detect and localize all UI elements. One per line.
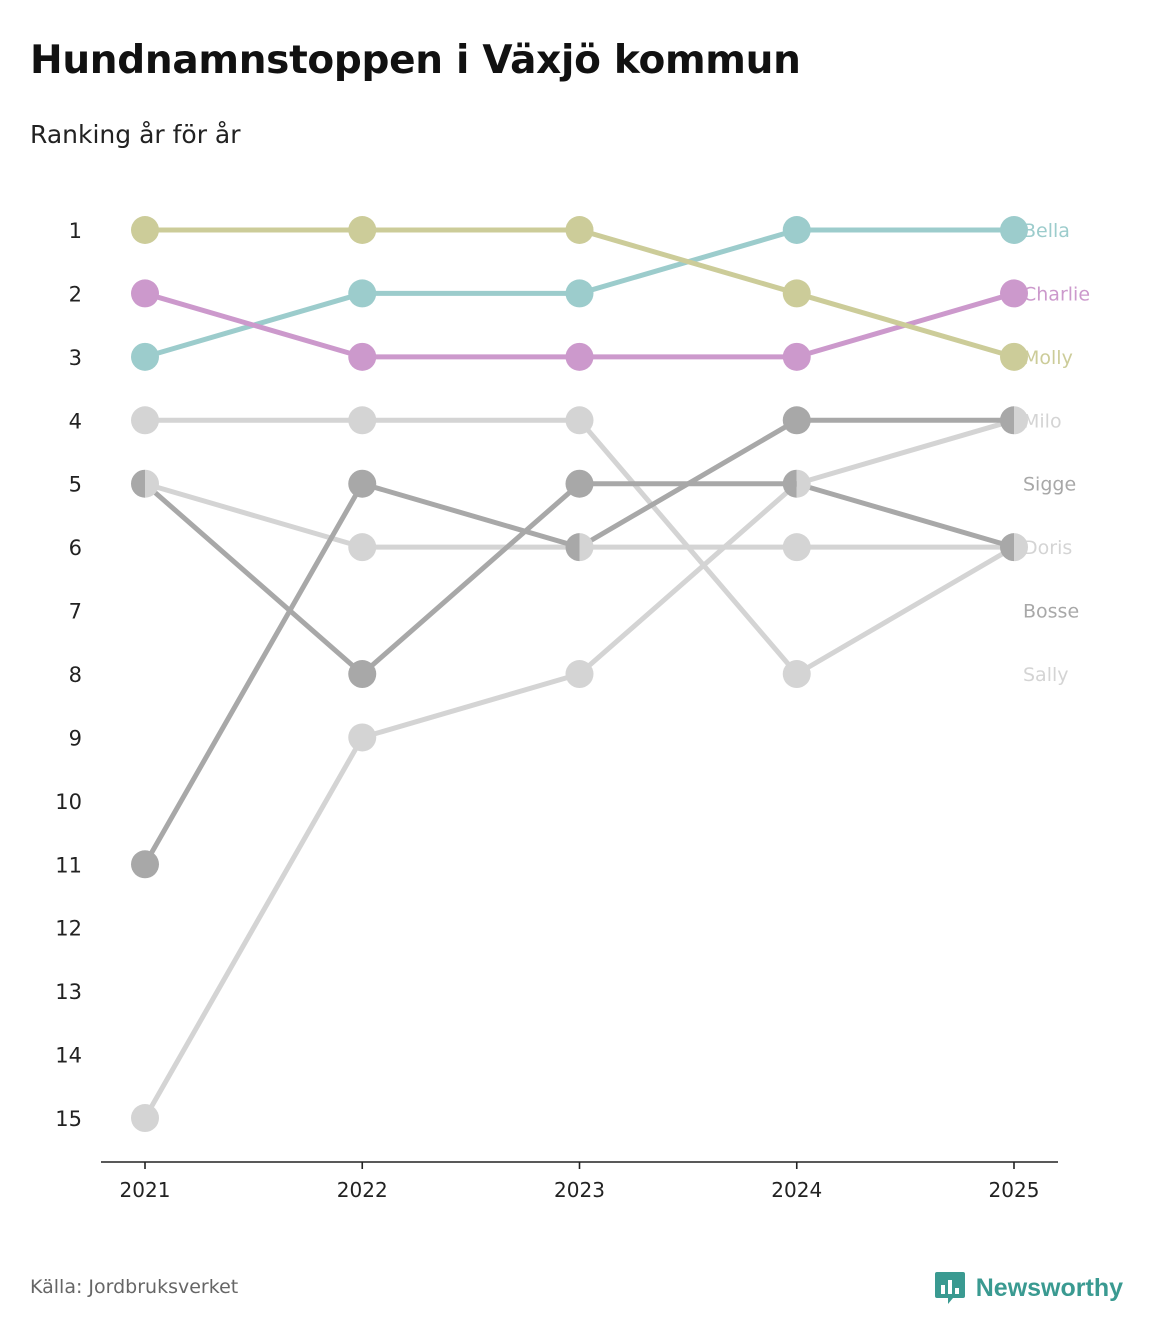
point-charlie-2023 <box>565 342 594 371</box>
point-milo-2022 <box>348 406 377 435</box>
point-charlie-2025 <box>1000 279 1028 308</box>
point-bella-2022 <box>348 279 377 308</box>
point-sally-2021 <box>131 1104 159 1133</box>
series-label-bosse: Bosse <box>1023 601 1079 623</box>
point-sally-2022 <box>348 723 377 752</box>
series-label-charlie: Charlie <box>1023 283 1090 305</box>
chart-subtitle: Ranking år för år <box>30 120 241 149</box>
y-tick-label: 5 <box>69 473 82 497</box>
y-tick-label: 13 <box>55 980 82 1004</box>
point-doris-2022 <box>348 533 377 562</box>
x-tick-label: 2025 <box>989 1178 1040 1202</box>
y-tick-label: 12 <box>55 917 82 941</box>
y-tick-label: 1 <box>69 219 82 243</box>
brand-name: Newsworthy <box>975 1273 1123 1302</box>
point-molly-2022 <box>348 216 377 244</box>
x-tick-label: 2024 <box>771 1178 822 1202</box>
y-tick-label: 4 <box>69 409 82 433</box>
y-tick-label: 3 <box>69 346 82 370</box>
point-bella-2024 <box>782 216 811 244</box>
point-charlie-2022 <box>348 342 377 371</box>
point-bella-2021 <box>131 342 159 371</box>
point-milo-2024 <box>782 660 811 689</box>
y-tick-label: 9 <box>69 726 82 750</box>
y-tick-label: 14 <box>55 1044 82 1068</box>
series-line-bosse <box>142 481 1017 677</box>
series-label-sigge: Sigge <box>1023 474 1076 496</box>
point-sigge-2024 <box>782 406 811 435</box>
series-line-sally <box>142 417 1017 1121</box>
x-tick-label: 2022 <box>337 1178 388 1202</box>
series-label-doris: Doris <box>1023 537 1072 559</box>
point-molly-2025 <box>1000 342 1028 371</box>
y-tick-label: 6 <box>69 536 82 560</box>
x-tick-label: 2021 <box>120 1178 171 1202</box>
point-doris-2023 <box>579 533 594 562</box>
point-sigge-2021 <box>131 850 159 879</box>
y-tick-label: 11 <box>55 853 82 877</box>
point-sally-2023 <box>565 660 594 689</box>
y-tick-label: 15 <box>55 1107 82 1131</box>
point-sigge-2022 <box>348 469 377 498</box>
y-tick-label: 7 <box>69 600 82 624</box>
point-bella-2025 <box>1000 216 1028 244</box>
source-note: Källa: Jordbruksverket <box>30 1276 239 1298</box>
point-bosse-2023 <box>565 469 594 498</box>
point-molly-2021 <box>131 216 159 244</box>
y-tick-label: 8 <box>69 663 82 687</box>
point-doris-2025 <box>1014 533 1028 562</box>
point-sally-2024 <box>796 469 811 498</box>
point-charlie-2021 <box>131 279 159 308</box>
point-bella-2023 <box>565 279 594 308</box>
point-doris-2024 <box>782 533 811 562</box>
point-bosse-2025 <box>1000 533 1014 562</box>
series-label-bella: Bella <box>1023 220 1070 242</box>
x-tick-label: 2023 <box>554 1178 605 1202</box>
point-sigge-2025 <box>1000 406 1014 435</box>
point-bosse-2022 <box>348 660 377 689</box>
series-label-molly: Molly <box>1023 347 1073 369</box>
newsworthy-logo-icon <box>934 1272 965 1304</box>
point-milo-2021 <box>131 406 159 435</box>
y-tick-label: 2 <box>69 282 82 306</box>
point-milo-2023 <box>565 406 594 435</box>
point-charlie-2024 <box>782 342 811 371</box>
series-label-milo: Milo <box>1023 410 1062 432</box>
point-bosse-2024 <box>782 469 797 498</box>
point-bosse-2021 <box>131 469 145 498</box>
point-sally-2025 <box>1014 406 1028 435</box>
point-doris-2021 <box>145 469 159 498</box>
brand-logo: Newsworthy <box>934 1270 1123 1306</box>
point-molly-2024 <box>782 279 811 308</box>
chart-title: Hundnamnstoppen i Växjö kommun <box>30 38 801 83</box>
series-label-sally: Sally <box>1023 664 1069 686</box>
y-tick-label: 10 <box>55 790 82 814</box>
point-sigge-2023 <box>565 533 580 562</box>
point-molly-2023 <box>565 216 594 244</box>
